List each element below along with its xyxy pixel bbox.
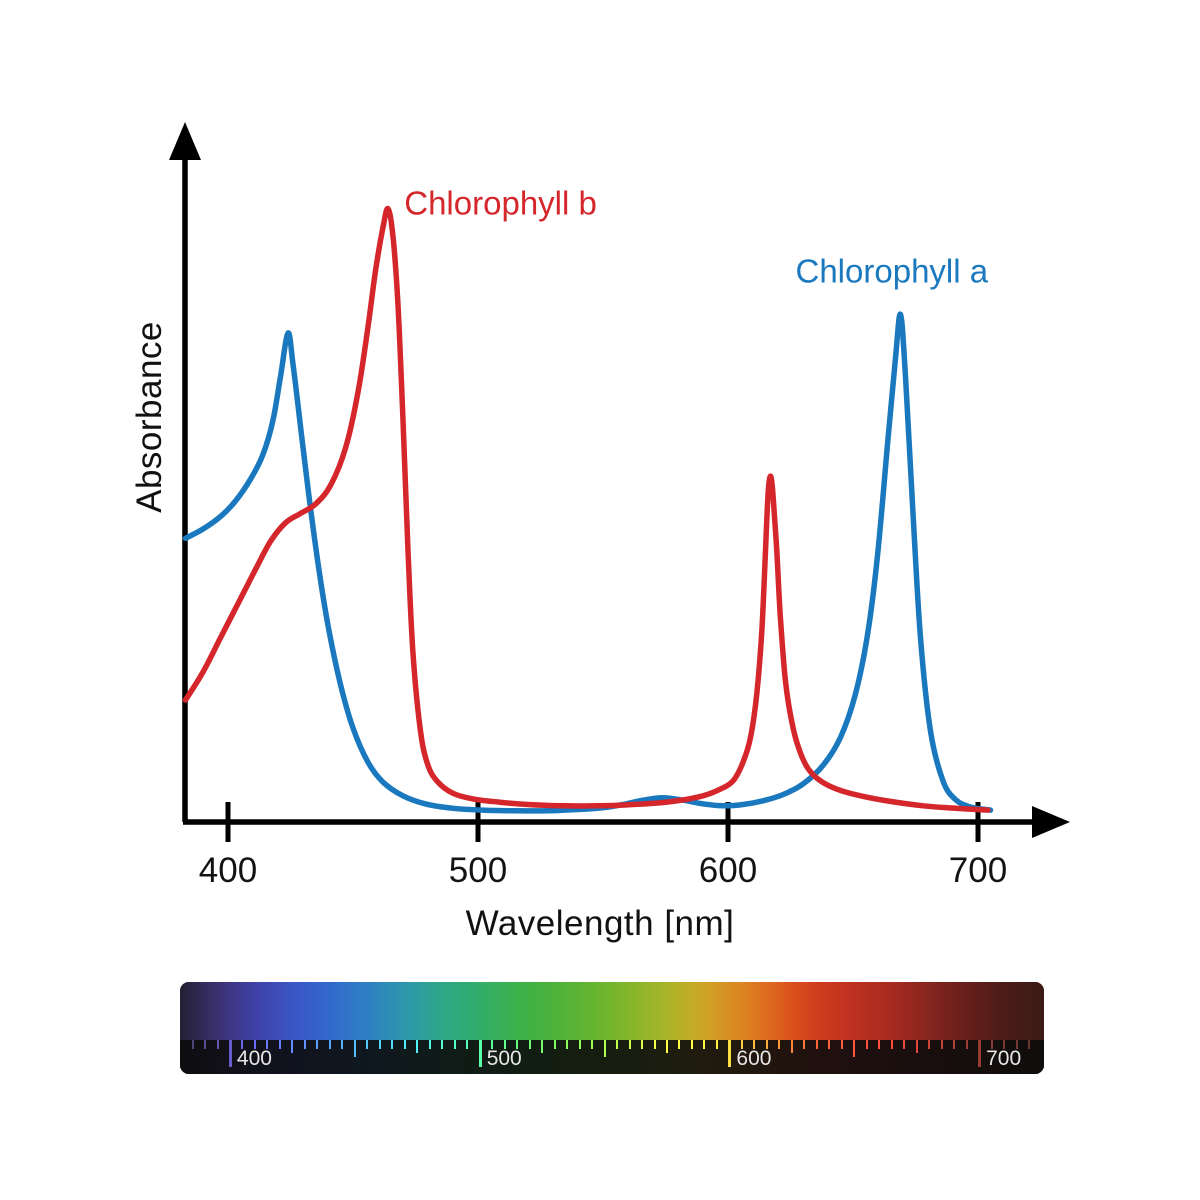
spectrum-tick (628, 1040, 631, 1049)
curve-label: Chlorophyll b (404, 184, 597, 221)
spectrum-tick (765, 1040, 768, 1049)
spectrum-tick (341, 1040, 344, 1049)
spectrum-tick (478, 1040, 482, 1067)
spectrum-tick (803, 1040, 806, 1049)
spectrum-tick (865, 1040, 868, 1049)
absorbance-chart: 400 500 600 700 Chlorophyll b Chlorophyll a (169, 122, 1070, 890)
spectrum-tick (278, 1040, 281, 1049)
spectrum-tick (428, 1040, 431, 1049)
x-tick-label: 500 (449, 851, 507, 890)
spectrum-tick (378, 1040, 381, 1049)
x-tick-label: 600 (699, 851, 757, 890)
spectrum-tick (603, 1040, 606, 1057)
spectrum-tick (566, 1040, 569, 1049)
spectrum-tick (616, 1040, 618, 1049)
y-axis-arrowhead (169, 122, 201, 160)
spectrum-tick (491, 1040, 494, 1049)
spectrum-tick (653, 1040, 656, 1049)
spectrum-tick (453, 1040, 456, 1049)
spectrum-wavelength-label: 500 (486, 1047, 522, 1070)
spectrum-wavelength-label: 400 (236, 1047, 272, 1070)
x-tick-label: 700 (949, 851, 1007, 890)
spectrum-tick (915, 1040, 918, 1053)
spectrum-ruler-strip: 400 500 600 700 (180, 1040, 1044, 1074)
spectrum-tick (990, 1040, 993, 1049)
spectrum-tick (516, 1040, 519, 1049)
spectrum-tick (703, 1040, 706, 1049)
spectrum-tick (928, 1040, 931, 1049)
spectrum-tick (840, 1040, 843, 1049)
spectrum-tick (1028, 1040, 1030, 1049)
spectrum-tick (303, 1040, 306, 1049)
spectrum-tick (228, 1040, 232, 1067)
spectrum-tick (191, 1040, 194, 1049)
spectrum-tick (953, 1040, 956, 1049)
spectrum-tick (1003, 1040, 1005, 1049)
spectrum-tick (291, 1040, 294, 1053)
spectrum-tick (503, 1040, 506, 1049)
spectrum-tick (815, 1040, 818, 1049)
spectrum-tick (978, 1040, 982, 1067)
x-tick-label: 400 (199, 851, 257, 890)
spectrum-tick (266, 1040, 269, 1049)
spectrum-tick (778, 1040, 781, 1049)
spectrum-tick (690, 1040, 693, 1049)
spectrum-wavelength-label: 600 (736, 1047, 772, 1070)
spectrum-tick (216, 1040, 219, 1049)
spectrum-tick (441, 1040, 444, 1049)
spectrum-tick (728, 1040, 732, 1067)
spectrum-tick (641, 1040, 643, 1049)
spectrum-tick (528, 1040, 531, 1049)
spectrum-tick (241, 1040, 244, 1049)
spectrum-tick (903, 1040, 906, 1049)
spectrum-tick (403, 1040, 406, 1049)
x-axis-arrowhead (1032, 806, 1070, 838)
spectrum-tick (591, 1040, 593, 1049)
spectrum-tick (391, 1040, 394, 1049)
spectrum-bar: 400 500 600 700 (180, 982, 1044, 1074)
spectrum-tick (890, 1040, 893, 1049)
y-axis-title: Absorbance (130, 321, 169, 513)
spectrum-tick (740, 1040, 743, 1049)
spectrum-tick (853, 1040, 856, 1057)
curve-label: Chlorophyll a (796, 253, 989, 290)
spectrum-tick (578, 1040, 581, 1049)
spectrum-tick (940, 1040, 943, 1049)
spectrum-tick (715, 1040, 718, 1049)
spectrum-tick (353, 1040, 356, 1057)
spectrum-tick (828, 1040, 831, 1049)
chlorophyll-a-curve (182, 311, 994, 814)
spectrum-tick (878, 1040, 881, 1049)
spectrum-tick (665, 1040, 668, 1053)
spectrum-tick (466, 1040, 469, 1049)
x-axis-title: Wavelength [nm] (465, 904, 735, 943)
spectrum-tick (541, 1040, 544, 1053)
spectrum-tick (328, 1040, 331, 1049)
spectrum-tick (316, 1040, 319, 1049)
spectrum-tick (366, 1040, 369, 1049)
spectrum-tick (416, 1040, 419, 1053)
spectrum-tick (253, 1040, 256, 1049)
chlorophyll-b-curve (182, 205, 991, 813)
spectrum-tick (790, 1040, 793, 1053)
spectrum-tick (753, 1040, 756, 1049)
spectrum-tick (553, 1040, 556, 1049)
spectrum-wavelength-label: 700 (986, 1047, 1022, 1070)
spectrum-tick (965, 1040, 968, 1049)
spectrum-tick (204, 1040, 206, 1049)
spectrum-tick (678, 1040, 681, 1049)
spectrum-tick (1015, 1040, 1018, 1049)
